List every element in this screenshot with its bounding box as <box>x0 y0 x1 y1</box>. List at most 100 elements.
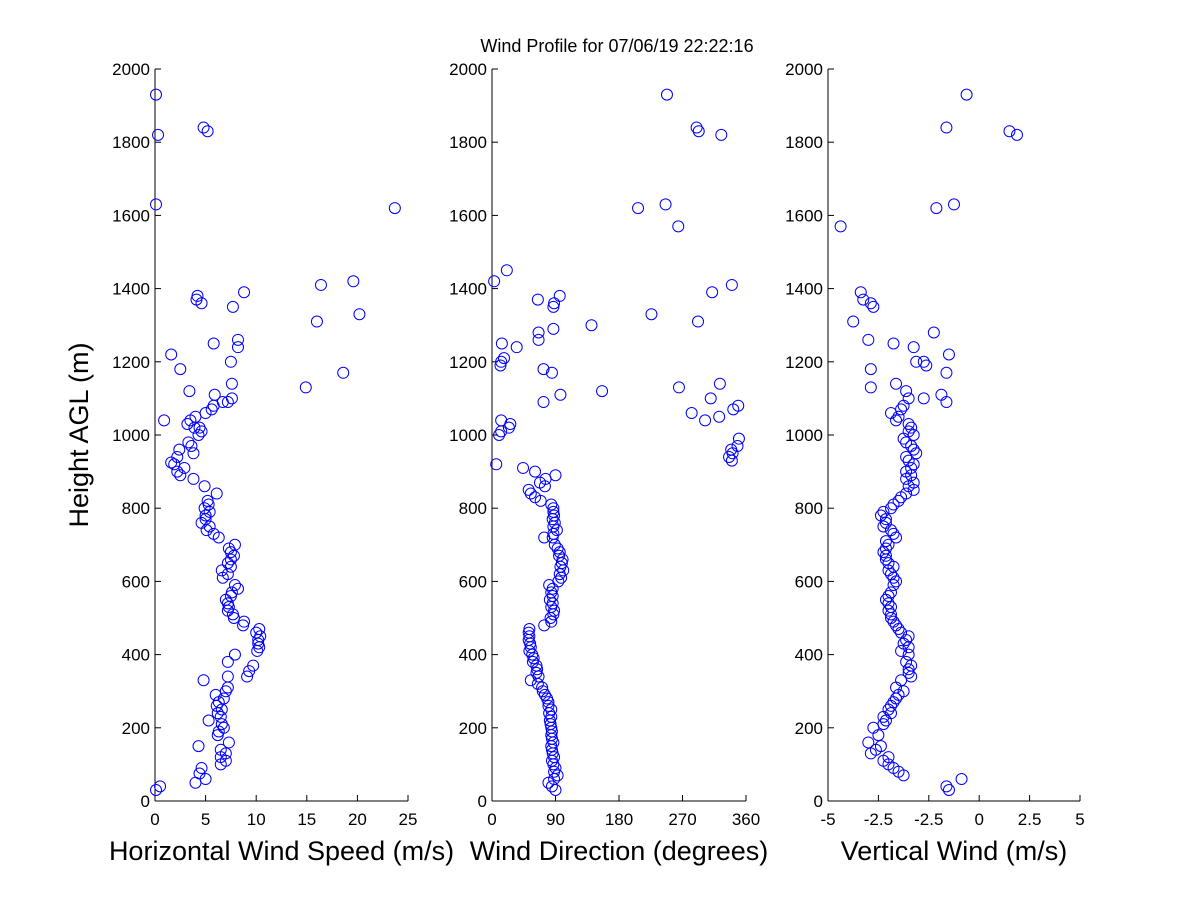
speed-data-point <box>199 509 212 522</box>
vertical-data-point <box>935 388 948 401</box>
speed-x-tick-label: 10 <box>247 810 266 829</box>
speed-data-point <box>221 557 234 570</box>
vertical-data-point <box>902 425 915 438</box>
vertical-data-point <box>900 436 913 449</box>
vertical-data-point <box>879 542 892 555</box>
vertical-data-point <box>940 121 953 134</box>
direction-x-tick-label: 360 <box>732 810 760 829</box>
speed-data-point <box>231 341 244 354</box>
speed-y-tick-label: 800 <box>122 499 150 518</box>
vertical-y-tick-label: 600 <box>795 572 823 591</box>
vertical-data-point <box>907 476 920 489</box>
vertical-data-point <box>1011 128 1023 141</box>
direction-y-tick-label: 200 <box>459 719 487 738</box>
direction-data-point <box>553 549 566 562</box>
direction-data-point <box>672 381 685 394</box>
speed-y-tick-label: 1200 <box>112 353 150 372</box>
speed-data-point <box>314 278 327 291</box>
vertical-data-point <box>907 443 920 456</box>
direction-x-tick-label: 270 <box>668 810 696 829</box>
direction-data-point <box>732 399 745 412</box>
direction-data-point <box>517 461 530 474</box>
direction-y-tick-label: 1000 <box>449 426 487 445</box>
vertical-data-point <box>877 718 890 731</box>
direction-data-point <box>548 604 561 617</box>
direction-data-point <box>526 655 539 668</box>
vertical-data-point <box>874 740 887 753</box>
vertical-data-point <box>900 655 913 668</box>
vertical-data-point <box>862 333 875 346</box>
direction-x-tick-label: 0 <box>487 810 496 829</box>
speed-data-point <box>195 762 208 775</box>
direction-data-point <box>537 396 550 409</box>
vertical-data-point <box>882 590 895 603</box>
speed-data-point <box>203 520 216 533</box>
speed-data-point <box>201 125 214 138</box>
speed-data-point <box>183 385 196 398</box>
vertical-data-point <box>917 392 930 405</box>
speed-data-point <box>174 469 187 482</box>
direction-data-point <box>531 293 544 306</box>
direction-data-point <box>553 289 566 302</box>
direction-data-point <box>556 553 569 566</box>
speed-data-point <box>165 348 178 361</box>
speed-data-point <box>353 308 366 321</box>
vertical-data-point <box>905 421 918 434</box>
direction-data-point <box>551 769 564 782</box>
speed-data-point <box>171 450 184 463</box>
direction-data-point <box>692 125 705 138</box>
direction-data-point <box>545 615 558 628</box>
direction-data-point <box>632 202 645 215</box>
direction-plot: 0 200 400 600 800 1000 1200 1400 1600 1800 2000 0 90… <box>449 60 768 866</box>
direction-data-point <box>488 275 501 288</box>
direction-data-point <box>493 429 506 441</box>
speed-data-point <box>238 286 251 299</box>
direction-data-point <box>522 483 535 496</box>
speed-data-point <box>247 659 260 672</box>
speed-data-point <box>193 767 206 780</box>
speed-data-point <box>198 480 211 493</box>
direction-data-point <box>550 524 563 537</box>
direction-data-point <box>659 198 672 211</box>
speed-y-tick-label: 200 <box>122 719 150 738</box>
speed-y-tick-label: 600 <box>122 572 150 591</box>
direction-data-point <box>545 780 558 793</box>
vertical-data-point <box>882 538 895 551</box>
speed-y-tick-label: 2000 <box>112 60 150 79</box>
y-axis-label: Height AGL (m) <box>64 342 94 527</box>
speed-data-point <box>197 674 210 687</box>
speed-data-point <box>173 443 186 456</box>
direction-data-point <box>723 450 736 463</box>
vertical-data-point <box>874 509 887 522</box>
vertical-x-axis-label: Vertical Wind (m/s) <box>841 836 1068 866</box>
vertical-data-point <box>892 494 905 507</box>
speed-data-point <box>197 121 210 134</box>
speed-y-tick-label: 1800 <box>112 133 150 152</box>
vertical-data-point <box>857 293 870 306</box>
vertical-data-point <box>890 377 903 390</box>
direction-data-point <box>543 593 556 606</box>
speed-data-point <box>217 692 230 705</box>
vertical-data-point <box>940 366 953 379</box>
vertical-data-point <box>885 586 897 599</box>
direction-x-tick-label: 180 <box>605 810 633 829</box>
speed-data-point <box>224 355 237 368</box>
direction-y-tick-label: 0 <box>478 792 487 811</box>
vertical-data-point <box>887 527 900 540</box>
speed-data-point <box>195 516 208 529</box>
direction-data-point <box>495 337 508 350</box>
speed-data-point <box>231 333 244 346</box>
direction-data-point <box>706 286 719 299</box>
speed-x-tick-label: 25 <box>399 810 418 829</box>
speed-x-tick-label: 5 <box>201 810 210 829</box>
speed-x-tick-label: 0 <box>150 810 159 829</box>
vertical-x-tick-label: -2.5 <box>914 810 943 829</box>
vertical-y-tick-label: 1400 <box>785 280 823 299</box>
speed-data-point <box>150 88 163 101</box>
direction-data-point <box>551 542 564 555</box>
speed-data-point <box>207 337 220 350</box>
direction-data-point <box>547 300 560 313</box>
speed-data-point <box>158 414 171 427</box>
direction-data-point <box>532 333 545 346</box>
speed-data-point <box>152 128 165 141</box>
